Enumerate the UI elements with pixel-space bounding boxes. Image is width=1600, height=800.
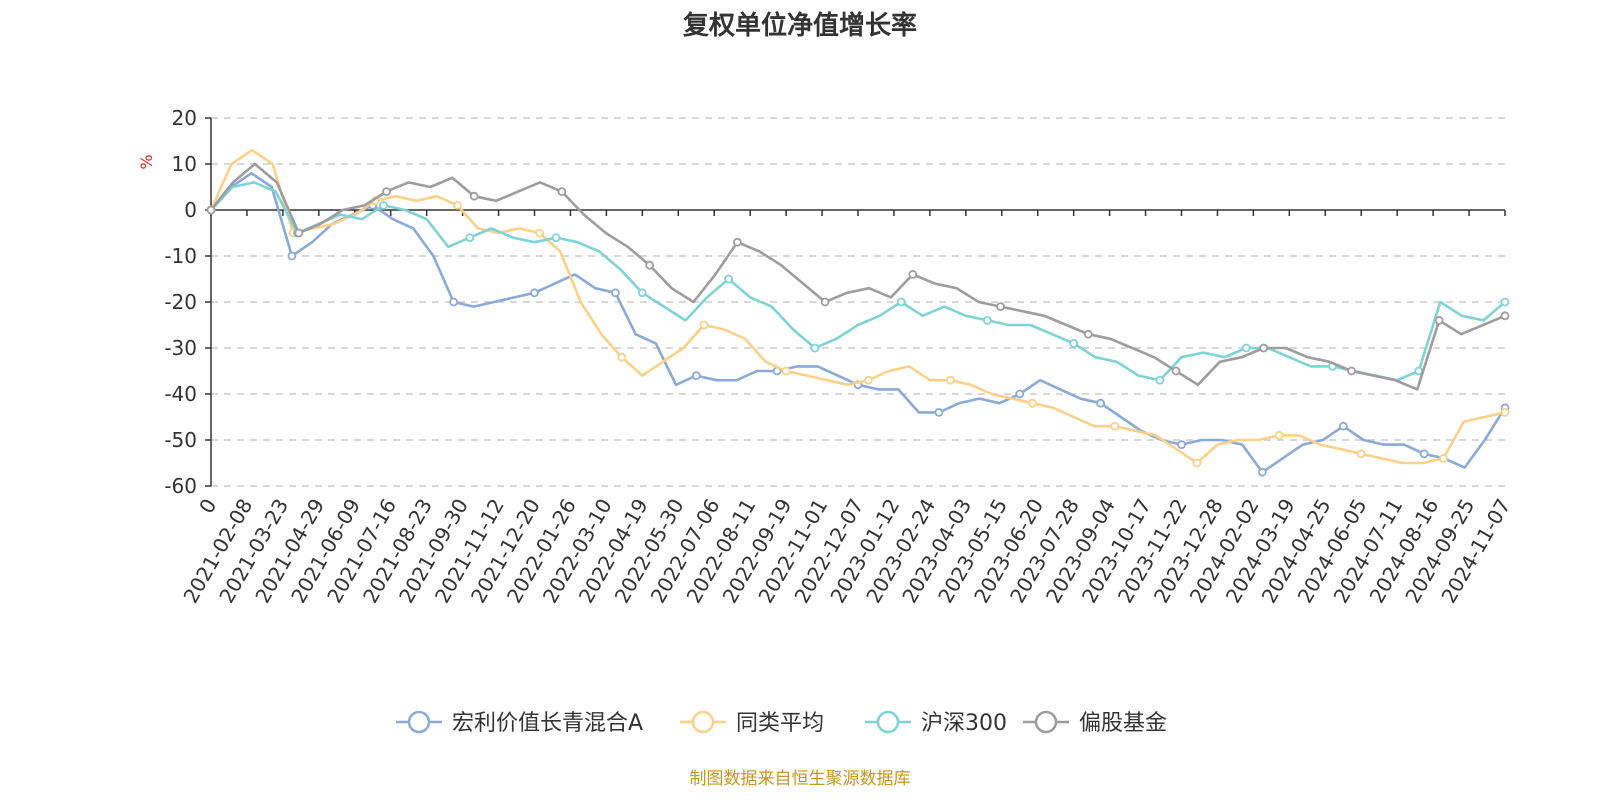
y-tick-label: -20 — [164, 290, 197, 314]
series-4-point — [820, 297, 830, 307]
y-tick-label: 0 — [184, 198, 197, 222]
chart-title: 复权单位净值增长率 — [683, 10, 917, 41]
series-2-point — [617, 352, 627, 362]
series-4-point — [996, 302, 1005, 312]
series-4-line — [209, 162, 1507, 391]
series-3-point — [896, 297, 906, 307]
legend-item-1[interactable]: 宏利价值长青混合A — [396, 710, 643, 736]
series-1-point — [691, 371, 701, 381]
series-1-line — [209, 171, 1507, 474]
legend[interactable]: 宏利价值长青混合A 同类平均 沪深300 偏股基金 — [396, 710, 1167, 736]
series-4-point — [1259, 343, 1269, 353]
series-3-point — [551, 233, 561, 243]
legend-item-3[interactable]: 沪深300 — [865, 710, 1007, 736]
series-layer — [206, 148, 1510, 477]
legend-marker — [407, 710, 431, 734]
y-axis-unit: % — [137, 154, 156, 169]
series-2-point — [1439, 453, 1448, 463]
series-2-point — [1356, 449, 1366, 459]
legend-label: 同类平均 — [736, 711, 824, 736]
legend-item-4[interactable]: 偏股基金 — [1023, 710, 1167, 736]
series-4-point — [1434, 315, 1444, 325]
series-4-point — [294, 228, 304, 238]
series-1-point — [1419, 449, 1429, 459]
series-2-point — [453, 200, 462, 210]
y-tick-label: -60 — [164, 474, 197, 498]
y-tick-label: -40 — [164, 382, 197, 406]
series-4-point — [733, 237, 742, 247]
series-1-point — [1258, 467, 1267, 477]
y-tick-label: -30 — [164, 336, 197, 360]
series-1-point — [530, 288, 539, 298]
y-tick-label: -10 — [164, 244, 197, 268]
y-tick-label: 10 — [172, 152, 197, 176]
series-2-point — [863, 375, 873, 385]
legend-marker — [876, 710, 900, 734]
series-3-point — [637, 288, 647, 298]
axis-layer: 20 10 0 -10 -20 -30 -40 -50 -60 — [164, 106, 1506, 498]
x-tick-label: 0 — [194, 495, 221, 518]
series-4-point — [645, 260, 654, 270]
series-2-point — [535, 228, 544, 238]
series-4-point — [908, 269, 918, 279]
series-4-point — [557, 187, 567, 197]
series-4-point — [1500, 311, 1510, 321]
y-tick-label: 20 — [172, 106, 197, 130]
series-1-point — [287, 251, 297, 261]
series-2-point — [1028, 398, 1037, 408]
x-tick-labels: 02021-02-082021-03-232021-04-292021-06-0… — [178, 494, 1515, 607]
series-3-point — [724, 274, 733, 284]
series-3-point — [465, 233, 475, 243]
series-2-point — [1192, 458, 1202, 468]
series-3-line — [209, 181, 1507, 382]
series-1-point — [449, 297, 459, 307]
series-1 — [206, 171, 1510, 477]
series-2-point — [1500, 407, 1510, 417]
series-4-point — [469, 191, 479, 201]
series-4-point — [1171, 366, 1181, 376]
series-1-point — [1096, 398, 1105, 408]
grid-layer — [211, 117, 1505, 487]
series-3-point — [983, 315, 992, 325]
series-4-point — [382, 187, 391, 197]
legend-item-2[interactable]: 同类平均 — [680, 710, 824, 736]
series-3-point — [1069, 338, 1079, 348]
series-1-point — [1177, 440, 1186, 450]
series-2-point — [699, 320, 709, 330]
legend-label: 沪深300 — [921, 711, 1007, 736]
series-2-point — [1110, 421, 1120, 431]
series-3-point — [810, 343, 820, 353]
series-4-point — [206, 205, 216, 215]
series-2-point — [946, 375, 955, 385]
series-3-point — [1500, 297, 1510, 307]
series-3-point — [379, 200, 388, 210]
series-1-point — [1338, 421, 1348, 431]
series-4 — [206, 162, 1510, 391]
series-3-point — [1155, 375, 1165, 385]
legend-marker — [691, 710, 715, 734]
legend-marker — [1034, 710, 1058, 734]
series-1-point — [1015, 389, 1025, 399]
data-source-note: 制图数据来自恒生聚源数据库 — [690, 769, 911, 789]
legend-label: 偏股基金 — [1079, 711, 1167, 736]
series-1-point — [611, 288, 620, 298]
series-1-point — [934, 407, 944, 417]
series-4-point — [1347, 366, 1356, 376]
series-2-line — [209, 148, 1507, 465]
series-4-point — [1083, 329, 1093, 339]
y-tick-label: -50 — [164, 428, 197, 452]
series-2 — [206, 148, 1510, 468]
series-3-point — [1241, 343, 1251, 353]
legend-label: 宏利价值长青混合A — [452, 711, 643, 736]
series-2-point — [1274, 430, 1284, 440]
series-2-point — [781, 366, 791, 376]
